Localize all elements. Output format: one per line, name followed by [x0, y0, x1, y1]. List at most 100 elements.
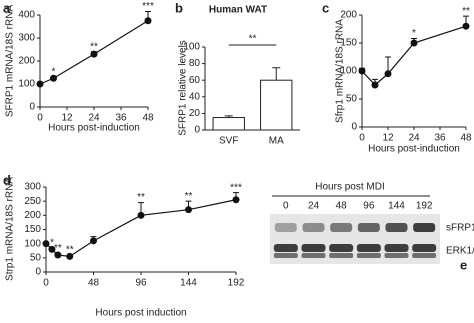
x-axis-label: Hours post-induction — [48, 123, 140, 134]
y-tick-label: 50 — [346, 94, 358, 105]
band — [330, 223, 353, 232]
x-tick-label: 12 — [61, 113, 73, 124]
x-tick-label: 0 — [37, 113, 43, 124]
band — [356, 244, 381, 252]
x-tick-label: 48 — [142, 113, 154, 124]
y-tick-label: 60 — [189, 75, 201, 86]
band-label: ERK1/2 — [446, 246, 474, 257]
band — [329, 253, 354, 258]
y-tick-label: 20 — [189, 108, 201, 119]
band — [413, 223, 436, 232]
point — [371, 81, 379, 89]
point — [185, 206, 192, 214]
y-tick-label: 250 — [24, 196, 41, 207]
panel-letter: e — [460, 257, 467, 272]
band — [302, 223, 325, 232]
band — [356, 253, 381, 258]
band — [329, 244, 354, 252]
band — [385, 223, 408, 232]
significance: ** — [54, 243, 62, 254]
blot-title: Hours post MDI — [315, 182, 384, 193]
x-tick-label: 36 — [115, 113, 127, 124]
panel-letter: a — [3, 0, 11, 15]
bar — [260, 79, 293, 131]
y-tick-label: 50 — [30, 252, 42, 263]
point — [36, 80, 44, 88]
significance: ** — [462, 6, 470, 17]
band — [273, 253, 298, 258]
point — [144, 17, 152, 25]
y-tick-label: 200 — [24, 210, 41, 221]
y-tick-label: 200 — [340, 10, 357, 21]
y-tick-label: 40 — [189, 91, 201, 102]
x-tick-label: MA — [269, 136, 284, 147]
band — [412, 253, 437, 258]
y-axis-label: SFRP1 mRNA/18S rRNA — [5, 5, 16, 118]
significance: ** — [66, 245, 74, 256]
x-tick-label: 0 — [43, 278, 49, 289]
blot-membrane — [270, 214, 440, 264]
x-tick-label: 24 — [88, 113, 100, 124]
x-axis-label: Hours post induction — [95, 308, 186, 319]
lane-label: 96 — [363, 201, 375, 212]
chart-title: Human WAT — [209, 5, 267, 16]
y-tick-label: 150 — [24, 224, 41, 235]
line — [39, 20, 149, 85]
point — [462, 22, 470, 30]
y-tick-label: 150 — [340, 38, 357, 49]
point — [90, 50, 98, 58]
x-tick-label: SVF — [219, 136, 238, 147]
x-tick-label: 0 — [359, 133, 365, 144]
point — [358, 67, 366, 75]
lane-label: 24 — [308, 201, 320, 212]
significance: * — [50, 238, 54, 249]
band-label: sFRP1 — [446, 223, 474, 234]
y-tick-label: 300 — [24, 182, 41, 193]
y-tick-label: 0 — [29, 102, 35, 113]
band — [384, 253, 409, 258]
y-tick-label: 300 — [18, 33, 35, 44]
x-tick-label: 12 — [382, 133, 394, 144]
point — [232, 196, 240, 204]
significance: *** — [142, 1, 154, 12]
x-tick-label: 24 — [408, 133, 420, 144]
point — [54, 251, 62, 259]
band — [301, 244, 326, 252]
y-tick-label: 400 — [18, 10, 35, 21]
x-tick-label: 96 — [135, 278, 147, 289]
lane-label: 48 — [336, 201, 348, 212]
point — [48, 245, 56, 253]
y-tick-label: 0 — [351, 122, 357, 133]
significance: * — [52, 67, 56, 78]
significance: ** — [137, 192, 145, 203]
panel-letter: d — [3, 172, 11, 187]
y-tick-label: 100 — [340, 66, 357, 77]
y-tick-label: 0 — [35, 267, 41, 278]
significance: ** — [90, 41, 98, 52]
point — [66, 252, 74, 260]
band — [273, 244, 298, 252]
y-tick-label: 0 — [194, 125, 200, 136]
y-tick-label: 80 — [189, 58, 201, 69]
band — [301, 253, 326, 258]
panel-letter: b — [175, 0, 183, 15]
band — [357, 223, 380, 232]
point — [50, 74, 57, 82]
significance: ** — [185, 191, 193, 202]
lane-label: 0 — [283, 201, 289, 212]
significance: ** — [249, 34, 257, 45]
x-tick-label: 48 — [460, 133, 472, 144]
y-tick-label: 200 — [18, 56, 35, 67]
panel-letter: c — [322, 0, 329, 15]
point — [410, 39, 418, 47]
point — [137, 211, 145, 219]
x-tick-label: 144 — [180, 278, 197, 289]
band — [274, 223, 297, 232]
band — [412, 244, 437, 252]
x-axis-label: Hours post-induction — [368, 144, 460, 155]
error-bar — [272, 67, 281, 81]
point — [90, 237, 97, 245]
significance: *** — [230, 182, 242, 193]
